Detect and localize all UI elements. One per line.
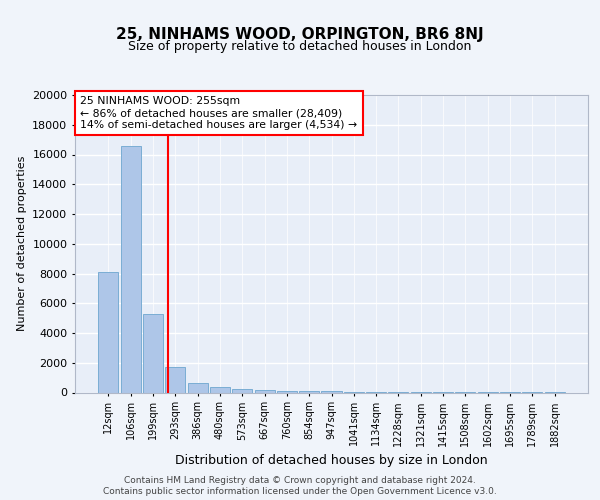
X-axis label: Distribution of detached houses by size in London: Distribution of detached houses by size …	[175, 454, 488, 467]
Y-axis label: Number of detached properties: Number of detached properties	[17, 156, 26, 332]
Bar	[210, 388, 230, 392]
Text: 25 NINHAMS WOOD: 255sqm
← 86% of detached houses are smaller (28,409)
14% of sem: 25 NINHAMS WOOD: 255sqm ← 86% of detache…	[80, 96, 357, 130]
Bar	[143, 314, 163, 392]
Bar	[165, 367, 185, 392]
Text: Contains HM Land Registry data © Crown copyright and database right 2024.: Contains HM Land Registry data © Crown c…	[124, 476, 476, 485]
Bar	[188, 383, 208, 392]
Bar	[121, 146, 141, 392]
Bar	[98, 272, 118, 392]
Text: Size of property relative to detached houses in London: Size of property relative to detached ho…	[128, 40, 472, 53]
Text: Contains public sector information licensed under the Open Government Licence v3: Contains public sector information licen…	[103, 487, 497, 496]
Text: 25, NINHAMS WOOD, ORPINGTON, BR6 8NJ: 25, NINHAMS WOOD, ORPINGTON, BR6 8NJ	[116, 28, 484, 42]
Bar	[254, 390, 275, 392]
Bar	[277, 391, 297, 392]
Bar	[232, 389, 252, 392]
